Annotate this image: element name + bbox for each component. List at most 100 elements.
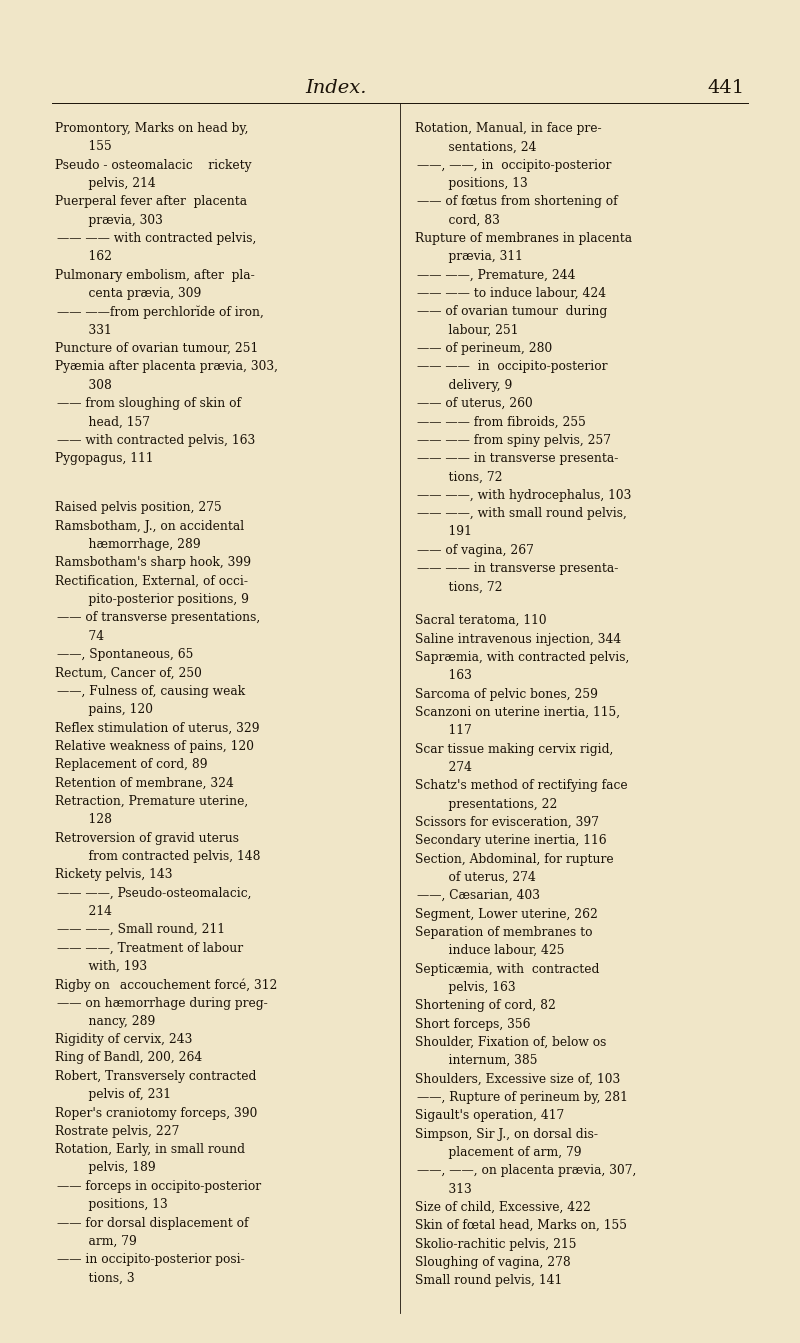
Text: 308: 308 xyxy=(73,379,112,392)
Text: Reflex stimulation of uterus, 329: Reflex stimulation of uterus, 329 xyxy=(55,721,260,735)
Text: pelvis of, 231: pelvis of, 231 xyxy=(73,1088,171,1101)
Text: nancy, 289: nancy, 289 xyxy=(73,1015,155,1027)
Text: —— ——from perchlorĭde of iron,: —— ——from perchlorĭde of iron, xyxy=(57,305,264,318)
Text: —— —— to induce labour, 424: —— —— to induce labour, 424 xyxy=(417,287,606,299)
Text: 163: 163 xyxy=(433,669,472,682)
Text: —— forceps in occipito-posterior: —— forceps in occipito-posterior xyxy=(57,1180,261,1193)
Text: hæmorrhage, 289: hæmorrhage, 289 xyxy=(73,539,201,551)
Text: —— ——  in  occipito-posterior: —— —— in occipito-posterior xyxy=(417,360,607,373)
Text: head, 157: head, 157 xyxy=(73,415,150,428)
Text: Small round pelvis, 141: Small round pelvis, 141 xyxy=(415,1275,562,1287)
Text: Saline intravenous injection, 344: Saline intravenous injection, 344 xyxy=(415,633,622,646)
Text: pelvis, 163: pelvis, 163 xyxy=(433,980,516,994)
Text: Rotation, Early, in small round: Rotation, Early, in small round xyxy=(55,1143,245,1156)
Text: prævia, 303: prævia, 303 xyxy=(73,214,163,227)
Text: placement of arm, 79: placement of arm, 79 xyxy=(433,1146,582,1159)
Text: —— —— from spiny pelvis, 257: —— —— from spiny pelvis, 257 xyxy=(417,434,611,447)
Text: —— for dorsal displacement of: —— for dorsal displacement of xyxy=(57,1217,249,1229)
Text: ——, Rupture of perineum by, 281: ——, Rupture of perineum by, 281 xyxy=(417,1091,628,1104)
Text: Pseudo - osteomalacic    rickety: Pseudo - osteomalacic rickety xyxy=(55,158,251,172)
Text: Rigidity of cervix, 243: Rigidity of cervix, 243 xyxy=(55,1033,192,1046)
Text: pains, 120: pains, 120 xyxy=(73,704,153,716)
Text: Rigby on  accouchement forcé, 312: Rigby on accouchement forcé, 312 xyxy=(55,978,278,991)
Text: Ramsbotham, J., on accidental: Ramsbotham, J., on accidental xyxy=(55,520,244,533)
Text: —— on hæmorrhage during preg-: —— on hæmorrhage during preg- xyxy=(57,997,268,1010)
Text: centa prævia, 309: centa prævia, 309 xyxy=(73,287,202,299)
Text: Raised pelvis position, 275: Raised pelvis position, 275 xyxy=(55,501,222,514)
Text: 191: 191 xyxy=(433,525,472,539)
Text: presentations, 22: presentations, 22 xyxy=(433,798,558,811)
Text: 441: 441 xyxy=(708,79,745,97)
Text: Septicæmia, with  contracted: Septicæmia, with contracted xyxy=(415,963,599,975)
Text: Scanzoni on uterine inertia, 115,: Scanzoni on uterine inertia, 115, xyxy=(415,706,620,719)
Text: 155: 155 xyxy=(73,140,112,153)
Text: pelvis, 189: pelvis, 189 xyxy=(73,1162,156,1175)
Text: Relative weakness of pains, 120: Relative weakness of pains, 120 xyxy=(55,740,254,753)
Text: —— ——, with hydrocephalus, 103: —— ——, with hydrocephalus, 103 xyxy=(417,489,631,502)
Text: Sacral teratoma, 110: Sacral teratoma, 110 xyxy=(415,614,546,627)
Text: cord, 83: cord, 83 xyxy=(433,214,500,227)
Text: Sigault's operation, 417: Sigault's operation, 417 xyxy=(415,1109,564,1123)
Text: Rickety pelvis, 143: Rickety pelvis, 143 xyxy=(55,868,173,881)
Text: Pulmonary embolism, after  pla-: Pulmonary embolism, after pla- xyxy=(55,269,254,282)
Text: Scar tissue making cervix rigid,: Scar tissue making cervix rigid, xyxy=(415,743,614,756)
Text: Sapræmia, with contracted pelvis,: Sapræmia, with contracted pelvis, xyxy=(415,651,630,663)
Text: induce labour, 425: induce labour, 425 xyxy=(433,944,565,958)
Text: Separation of membranes to: Separation of membranes to xyxy=(415,925,593,939)
Text: Simpson, Sir J., on dorsal dis-: Simpson, Sir J., on dorsal dis- xyxy=(415,1128,598,1140)
Text: —— from sloughing of skin of: —— from sloughing of skin of xyxy=(57,398,241,410)
Text: 74: 74 xyxy=(73,630,104,643)
Text: pelvis, 214: pelvis, 214 xyxy=(73,177,156,189)
Text: delivery, 9: delivery, 9 xyxy=(433,379,512,392)
Text: Robert, Transversely contracted: Robert, Transversely contracted xyxy=(55,1070,256,1082)
Text: pito-posterior positions, 9: pito-posterior positions, 9 xyxy=(73,594,249,606)
Text: —— —— with contracted pelvis,: —— —— with contracted pelvis, xyxy=(57,232,256,244)
Text: —— —— in transverse presenta-: —— —— in transverse presenta- xyxy=(417,453,618,465)
Text: Short forceps, 356: Short forceps, 356 xyxy=(415,1018,530,1030)
Text: ——, Cæsarian, 403: ——, Cæsarian, 403 xyxy=(417,889,540,902)
Text: Pygopagus, 111: Pygopagus, 111 xyxy=(55,453,154,465)
Text: 274: 274 xyxy=(433,761,472,774)
Text: Skolio-rachitic pelvis, 215: Skolio-rachitic pelvis, 215 xyxy=(415,1238,577,1250)
Text: —— ——, Small round, 211: —— ——, Small round, 211 xyxy=(57,923,225,936)
Text: Skin of fœtal head, Marks on, 155: Skin of fœtal head, Marks on, 155 xyxy=(415,1219,627,1233)
Text: tions, 3: tions, 3 xyxy=(73,1272,134,1284)
Text: Pyæmia after placenta prævia, 303,: Pyæmia after placenta prævia, 303, xyxy=(55,360,278,373)
Text: Rupture of membranes in placenta: Rupture of membranes in placenta xyxy=(415,232,632,244)
Text: labour, 251: labour, 251 xyxy=(433,324,518,337)
Text: tions, 72: tions, 72 xyxy=(433,470,502,483)
Text: —— of uterus, 260: —— of uterus, 260 xyxy=(417,398,533,410)
Text: 313: 313 xyxy=(433,1183,472,1195)
Text: prævia, 311: prævia, 311 xyxy=(433,250,523,263)
Text: Shoulders, Excessive size of, 103: Shoulders, Excessive size of, 103 xyxy=(415,1073,620,1085)
Text: —— of vagina, 267: —— of vagina, 267 xyxy=(417,544,534,556)
Text: —— ——, Pseudo-osteomalacic,: —— ——, Pseudo-osteomalacic, xyxy=(57,886,251,900)
Text: —— —— from fibroids, 255: —— —— from fibroids, 255 xyxy=(417,415,586,428)
Text: from contracted pelvis, 148: from contracted pelvis, 148 xyxy=(73,850,261,862)
Text: Shoulder, Fixation of, below os: Shoulder, Fixation of, below os xyxy=(415,1035,606,1049)
Text: —— with contracted pelvis, 163: —— with contracted pelvis, 163 xyxy=(57,434,255,447)
Text: ——, ——, on placenta prævia, 307,: ——, ——, on placenta prævia, 307, xyxy=(417,1164,636,1178)
Text: Schatz's method of rectifying face: Schatz's method of rectifying face xyxy=(415,779,628,792)
Text: Promontory, Marks on head by,: Promontory, Marks on head by, xyxy=(55,122,249,136)
Text: Ring of Bandl, 200, 264: Ring of Bandl, 200, 264 xyxy=(55,1052,202,1065)
Text: —— of ovarian tumour  during: —— of ovarian tumour during xyxy=(417,305,607,318)
Text: Shortening of cord, 82: Shortening of cord, 82 xyxy=(415,999,556,1013)
Text: —— —— in transverse presenta-: —— —— in transverse presenta- xyxy=(417,561,618,575)
Text: —— of fœtus from shortening of: —— of fœtus from shortening of xyxy=(417,195,618,208)
Text: with, 193: with, 193 xyxy=(73,960,147,972)
Text: —— of perineum, 280: —— of perineum, 280 xyxy=(417,342,552,355)
Text: Size of child, Excessive, 422: Size of child, Excessive, 422 xyxy=(415,1201,591,1214)
Text: Rotation, Manual, in face pre-: Rotation, Manual, in face pre- xyxy=(415,122,602,136)
Text: Retraction, Premature uterine,: Retraction, Premature uterine, xyxy=(55,795,248,808)
Text: —— in occipito-posterior posi-: —— in occipito-posterior posi- xyxy=(57,1253,245,1266)
Text: of uterus, 274: of uterus, 274 xyxy=(433,870,536,884)
Text: Rectum, Cancer of, 250: Rectum, Cancer of, 250 xyxy=(55,666,202,680)
Text: ——, Fulness of, causing weak: ——, Fulness of, causing weak xyxy=(57,685,245,698)
Text: Roper's craniotomy forceps, 390: Roper's craniotomy forceps, 390 xyxy=(55,1107,258,1120)
Text: Retention of membrane, 324: Retention of membrane, 324 xyxy=(55,776,234,790)
Text: 128: 128 xyxy=(73,813,112,826)
Text: Replacement of cord, 89: Replacement of cord, 89 xyxy=(55,759,208,771)
Text: Retroversion of gravid uterus: Retroversion of gravid uterus xyxy=(55,831,239,845)
Text: positions, 13: positions, 13 xyxy=(433,177,528,189)
